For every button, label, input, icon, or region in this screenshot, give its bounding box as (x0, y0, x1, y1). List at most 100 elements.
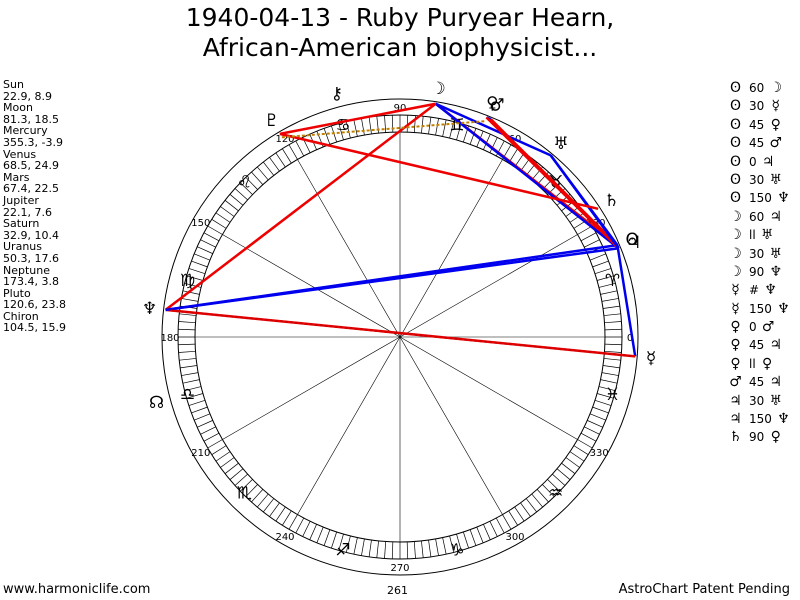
planet-name: Moon (3, 101, 33, 115)
degree-tick (275, 152, 286, 168)
aspect-row: ♀ 0 ♂ (728, 318, 791, 336)
aspect-angle: 30 (749, 99, 765, 114)
degree-tick (200, 239, 216, 248)
degree-tick (587, 420, 603, 428)
aspect-angle: 60 (749, 81, 765, 95)
planet-values: 67.4, 22.5 (3, 182, 59, 196)
aspect-angle: 45 (749, 338, 765, 353)
aspect-planet-1-icon: ♀ (730, 355, 741, 372)
aspect-planet-1-icon: ♀ (730, 319, 741, 336)
planet-name: Sun (3, 78, 24, 91)
degree-tick (592, 406, 609, 414)
degree-tick (569, 451, 585, 462)
degree-tick (368, 117, 372, 135)
aspect-row: ʘ 150 ♆ (728, 189, 791, 207)
planet-name: Mercury (3, 124, 48, 138)
degree-tick (442, 537, 447, 555)
planet-values: 355.3, -3.9 (3, 135, 63, 149)
degree-tick (596, 275, 614, 281)
degree-tick (421, 116, 424, 134)
degree-tick (542, 484, 555, 497)
degree-tick (589, 413, 606, 421)
aspect-planet-1-icon: ʘ (729, 135, 742, 152)
degree-tick (601, 372, 619, 376)
aspect-angle: 45 (749, 136, 765, 151)
aspect-planet-1-icon: ʘ (729, 80, 742, 96)
aspect-row: ☽ 90 ♆ (728, 263, 791, 281)
degree-tick (194, 253, 211, 261)
outer-ring (161, 98, 639, 576)
aspect-planet-2-icon: ☽ (769, 80, 783, 96)
zodiac-sign-icon: ♍ (180, 271, 195, 291)
degree-tick (580, 232, 597, 242)
degree-tick (536, 489, 549, 503)
aspect-planet-2-icon: ♅ (769, 245, 783, 262)
aspect-planet-1-icon: ☽ (729, 263, 742, 280)
zodiac-sign-icon: ♏ (237, 484, 252, 504)
footer-patent: AstroChart Patent Pending (618, 582, 790, 597)
degree-tick (391, 115, 394, 133)
degree-tick (428, 539, 432, 557)
degree-tick (602, 365, 620, 369)
degree-tick (181, 298, 199, 302)
degree-tick (197, 246, 213, 254)
degree-tick (178, 350, 196, 353)
sun-glyph-icon: ʘ (625, 230, 638, 250)
aspect-planet-2-icon: ♃ (769, 337, 783, 354)
aspect-planet-2-icon: ♃ (761, 153, 775, 170)
aspect-row: ♀ 45 ♃ (728, 336, 791, 354)
aspect-line (279, 132, 599, 211)
degree-tick (514, 506, 525, 522)
degree-tick (456, 533, 462, 551)
aspect-row: ʘ 60 ☽ (728, 79, 791, 97)
chart-title-line-1: 1940-04-13 - Ruby Puryear Hearn, (185, 3, 615, 32)
aspect-row: ☽ 30 ♅ (728, 245, 791, 263)
degree-label: 0 (627, 333, 633, 344)
aspect-angle: 0 (749, 320, 757, 335)
zodiac-sign-icon: ♊ (449, 115, 464, 135)
aspect-row: ♂ 45 ♃ (728, 373, 791, 391)
house-spoke (222, 336, 401, 440)
moon-glyph-icon: ☽ (430, 79, 445, 99)
zodiac-sign-icon: ♒ (548, 484, 563, 504)
aspect-planet-2-icon: ♆ (769, 263, 783, 280)
degree-tick (495, 517, 505, 534)
aspect-planet-1-icon: ☽ (729, 227, 742, 244)
degree-tick (251, 489, 264, 503)
degree-tick (345, 121, 351, 139)
planet-name: Uranus (3, 240, 42, 254)
degree-tick (323, 128, 331, 145)
aspect-planet-2-icon: ♆ (777, 411, 790, 428)
aspect-planet-2-icon: ♂ (761, 319, 775, 336)
degree-tick (263, 498, 275, 513)
aspect-angle: 150 (749, 412, 772, 427)
degree-tick (184, 386, 202, 392)
aspect-row: ♀ ll ♀ (728, 355, 791, 373)
degree-label: 330 (590, 448, 609, 459)
aspect-line (164, 102, 437, 311)
degree-tick (561, 462, 576, 474)
degree-tick (331, 531, 337, 549)
aspect-angle: 0 (749, 154, 757, 169)
chiron-glyph-icon: ⚷ (331, 84, 343, 104)
mars-glyph-icon: ♂ (489, 95, 504, 115)
degree-tick (483, 524, 491, 540)
degree-tick (449, 535, 455, 553)
degree-label: 240 (275, 532, 294, 543)
degree-tick (215, 451, 231, 462)
degree-tick (520, 502, 531, 517)
aspect-planet-2-icon: ♀ (770, 429, 781, 446)
house-spoke (399, 159, 503, 338)
degree-tick (361, 538, 365, 556)
footer-center-number: 261 (387, 584, 408, 597)
aspect-line (434, 102, 620, 250)
aspect-planet-2-icon: ♂ (769, 135, 783, 152)
degree-tick (245, 177, 258, 190)
degree-tick (182, 379, 200, 384)
degree-tick (203, 432, 220, 442)
degree-tick (338, 533, 344, 551)
degree-tick (603, 358, 621, 361)
degree-label: 300 (505, 532, 524, 543)
house-spoke (222, 234, 401, 338)
aspect-angle: 150 (749, 301, 772, 316)
